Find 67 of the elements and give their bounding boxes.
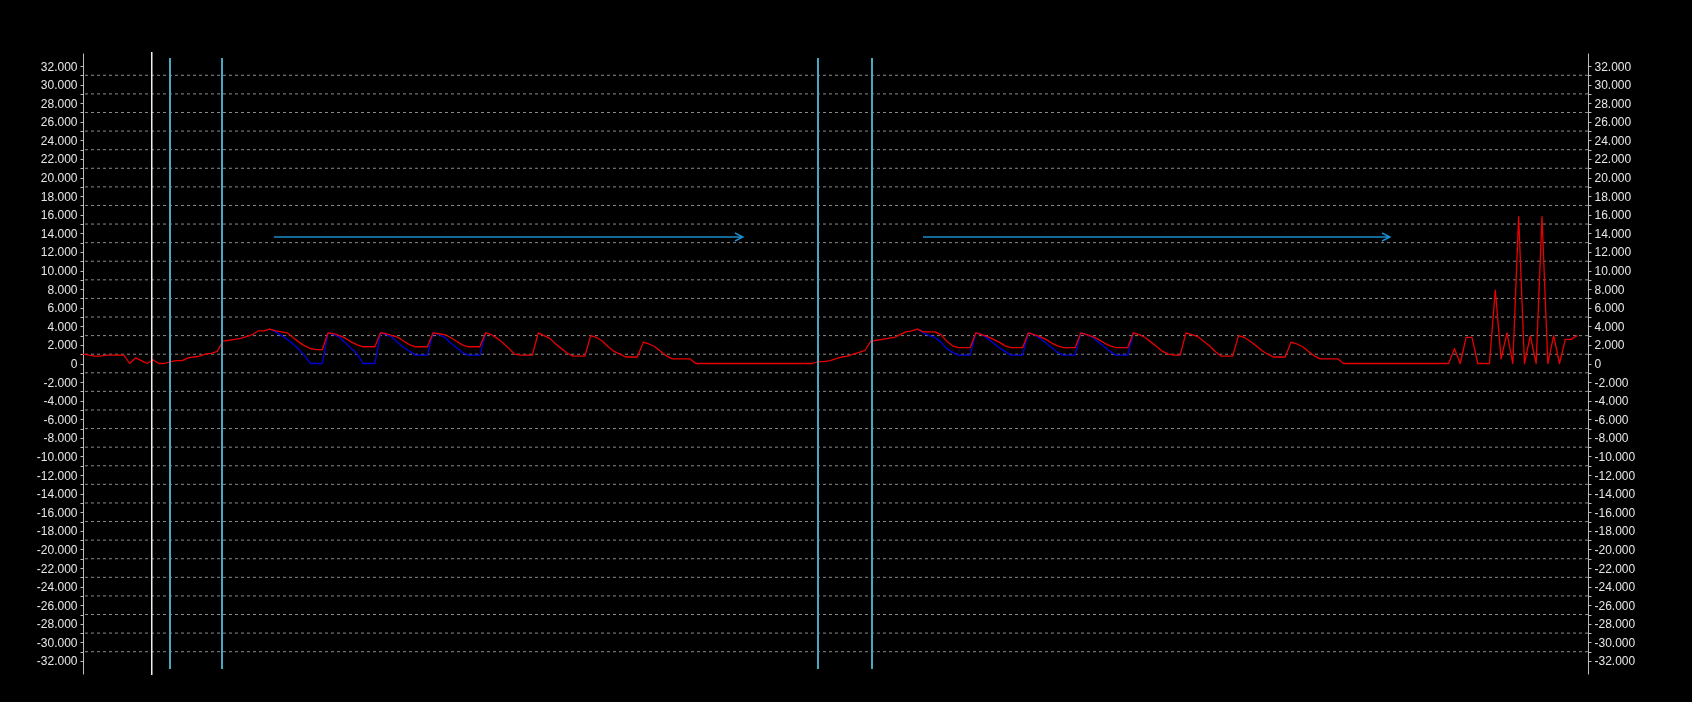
- y2-tick-label: 32.000: [1594, 59, 1632, 74]
- y2-tick-label: 24.000: [1594, 133, 1632, 148]
- y2-tick-label: 26.000: [1594, 115, 1632, 130]
- y-tick-label: 20.000: [40, 171, 78, 186]
- y2-tick-label: -16.000: [1594, 505, 1636, 520]
- y-tick-label: -32.000: [36, 654, 78, 669]
- y-tick-label: -30.000: [36, 635, 78, 650]
- y-tick-label: -28.000: [36, 617, 78, 632]
- y-tick-label: -10.000: [36, 449, 78, 464]
- y2-tick-label: 4.000: [1594, 319, 1625, 334]
- y2-tick-label: -4.000: [1594, 394, 1629, 409]
- y-tick-label: -2.000: [43, 375, 78, 390]
- y2-tick-label: 16.000: [1594, 208, 1632, 223]
- y-tick-label: 0: [70, 357, 78, 371]
- y2-tick-label: 8.000: [1594, 282, 1625, 297]
- y2-tick-label: -22.000: [1594, 561, 1636, 576]
- y-tick-label: 30.000: [40, 78, 78, 93]
- y-tick-label: -18.000: [36, 524, 78, 539]
- y-tick-label: 26.000: [40, 115, 78, 130]
- y2-tick-label: 30.000: [1594, 78, 1632, 93]
- y2-tick-label: -10.000: [1594, 449, 1636, 464]
- y-tick-label: 8.000: [47, 282, 78, 297]
- y-tick-label: -4.000: [43, 394, 78, 409]
- y2-tick-label: -2.000: [1594, 375, 1629, 390]
- y2-tick-label: 12.000: [1594, 245, 1632, 260]
- y2-tick-label: -18.000: [1594, 524, 1636, 539]
- y-tick-label: -16.000: [36, 505, 78, 520]
- y2-tick-label: 6.000: [1594, 301, 1625, 316]
- y-tick-label: 22.000: [40, 152, 78, 167]
- y-tick-label: -22.000: [36, 561, 78, 576]
- y-tick-label: -12.000: [36, 468, 78, 483]
- y-tick-label: 18.000: [40, 189, 78, 204]
- y-tick-label: -14.000: [36, 487, 78, 502]
- y-tick-label: 14.000: [40, 226, 78, 241]
- y2-tick-label: 10.000: [1594, 264, 1632, 279]
- y2-tick-label: -30.000: [1594, 635, 1636, 650]
- y-tick-label: 4.000: [47, 319, 78, 334]
- y2-tick-label: 14.000: [1594, 226, 1632, 241]
- y-tick-label: 32.000: [40, 59, 78, 74]
- y2-tick-label: 2.000: [1594, 338, 1625, 353]
- y2-tick-label: -8.000: [1594, 431, 1629, 446]
- y2-tick-label: -20.000: [1594, 542, 1636, 557]
- y-tick-label: 2.000: [47, 338, 78, 353]
- y2-tick-label: -14.000: [1594, 487, 1636, 502]
- y2-tick-label: -26.000: [1594, 598, 1636, 613]
- y-tick-label: 12.000: [40, 245, 78, 260]
- y-tick-label: -26.000: [36, 598, 78, 613]
- y-tick-label: 28.000: [40, 96, 78, 111]
- y2-tick-label: 18.000: [1594, 189, 1632, 204]
- y2-tick-label: -28.000: [1594, 617, 1636, 632]
- line-series: [82, 215, 1578, 365]
- y2-tick-label: -6.000: [1594, 412, 1629, 427]
- y2-tick-label: 20.000: [1594, 171, 1632, 186]
- y2-tick-label: -24.000: [1594, 580, 1636, 595]
- y2-tick-label: -32.000: [1594, 654, 1636, 669]
- y-tick-label: 6.000: [47, 301, 78, 316]
- y2-tick-label: 0: [1594, 357, 1602, 371]
- y-tick-label: -20.000: [36, 542, 78, 557]
- y2-tick-label: 28.000: [1594, 96, 1632, 111]
- y2-tick-label: -12.000: [1594, 468, 1636, 483]
- y-tick-label: 24.000: [40, 133, 78, 148]
- y2-tick-label: 22.000: [1594, 152, 1632, 167]
- y-tick-label: 10.000: [40, 264, 78, 279]
- y-tick-label: -6.000: [43, 412, 78, 427]
- y-tick-label: -8.000: [43, 431, 78, 446]
- y-tick-label: -24.000: [36, 580, 78, 595]
- y-tick-label: 16.000: [40, 208, 78, 223]
